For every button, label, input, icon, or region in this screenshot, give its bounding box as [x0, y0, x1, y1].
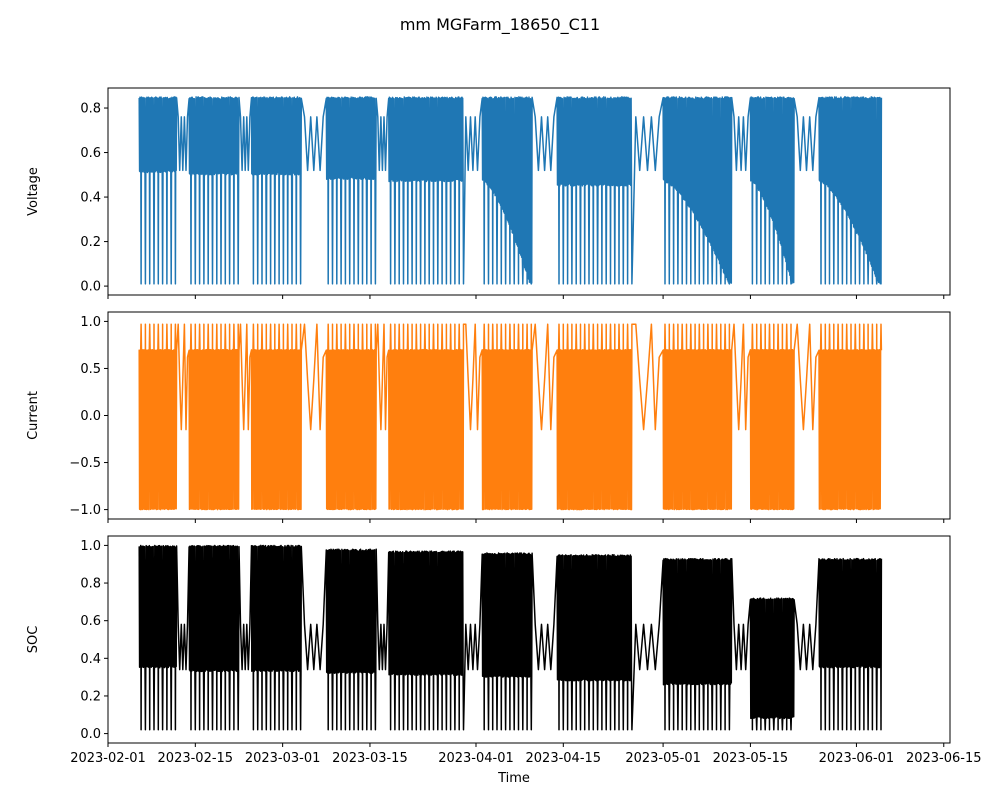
chart-title: mm MGFarm_18650_C11 [400, 15, 600, 35]
series-line-current [138, 323, 883, 511]
y-tick-label: 1.0 [80, 315, 101, 330]
x-tick-label: 2023-03-01 [245, 751, 321, 766]
y-tick-label: 0.0 [80, 409, 101, 424]
y-tick-label: 1.0 [80, 539, 101, 554]
y-tick-label: 0.0 [80, 727, 101, 742]
y-axis-label: Voltage [26, 167, 41, 216]
y-tick-label: 0.5 [80, 362, 101, 377]
y-axis-label: SOC [26, 626, 41, 654]
x-tick-label: 2023-03-15 [332, 751, 408, 766]
y-tick-label: 0.4 [80, 191, 101, 206]
x-tick-label: 2023-02-01 [70, 751, 146, 766]
y-tick-label: −0.5 [69, 456, 101, 471]
y-axis-label: Current [26, 391, 41, 440]
series-line-soc [138, 544, 883, 731]
series-line-voltage [138, 96, 883, 285]
y-tick-label: 0.8 [80, 102, 101, 117]
x-axis-label: Time [497, 771, 530, 786]
y-tick-label: 0.6 [80, 146, 101, 161]
x-tick-label: 2023-06-01 [819, 751, 895, 766]
y-tick-label: −1.0 [69, 503, 101, 518]
x-tick-label: 2023-05-15 [713, 751, 789, 766]
subplot-soc: 0.0 0.2 0.4 0.6 0.8 1.0 SOC 2023-02-01 2023-02-1… [26, 535, 982, 766]
y-tick-label: 0.4 [80, 652, 101, 667]
x-tick-label: 2023-04-01 [438, 751, 514, 766]
subplot-voltage: 0.0 0.2 0.4 0.6 0.8 Voltage [26, 87, 951, 299]
y-tick-label: 0.8 [80, 577, 101, 592]
y-tick-label: 0.2 [80, 235, 101, 250]
axes-frame [107, 87, 951, 296]
y-tick-label: 0.2 [80, 689, 101, 704]
y-tick-label: 0.0 [80, 280, 101, 295]
x-tick-label: 2023-05-01 [625, 751, 701, 766]
subplot-current: −1.0 −0.5 0.0 0.5 1.0 Current [26, 311, 951, 523]
x-tick-label: 2023-02-15 [158, 751, 234, 766]
y-tick-label: 0.6 [80, 614, 101, 629]
axes-frame [107, 535, 951, 744]
x-tick-label: 2023-06-15 [906, 751, 982, 766]
x-tick-label: 2023-04-15 [526, 751, 602, 766]
subplots: 0.0 0.2 0.4 0.6 0.8 Voltage −1.0 −0.5 0.0 0.5 1.0 C… [26, 87, 982, 766]
